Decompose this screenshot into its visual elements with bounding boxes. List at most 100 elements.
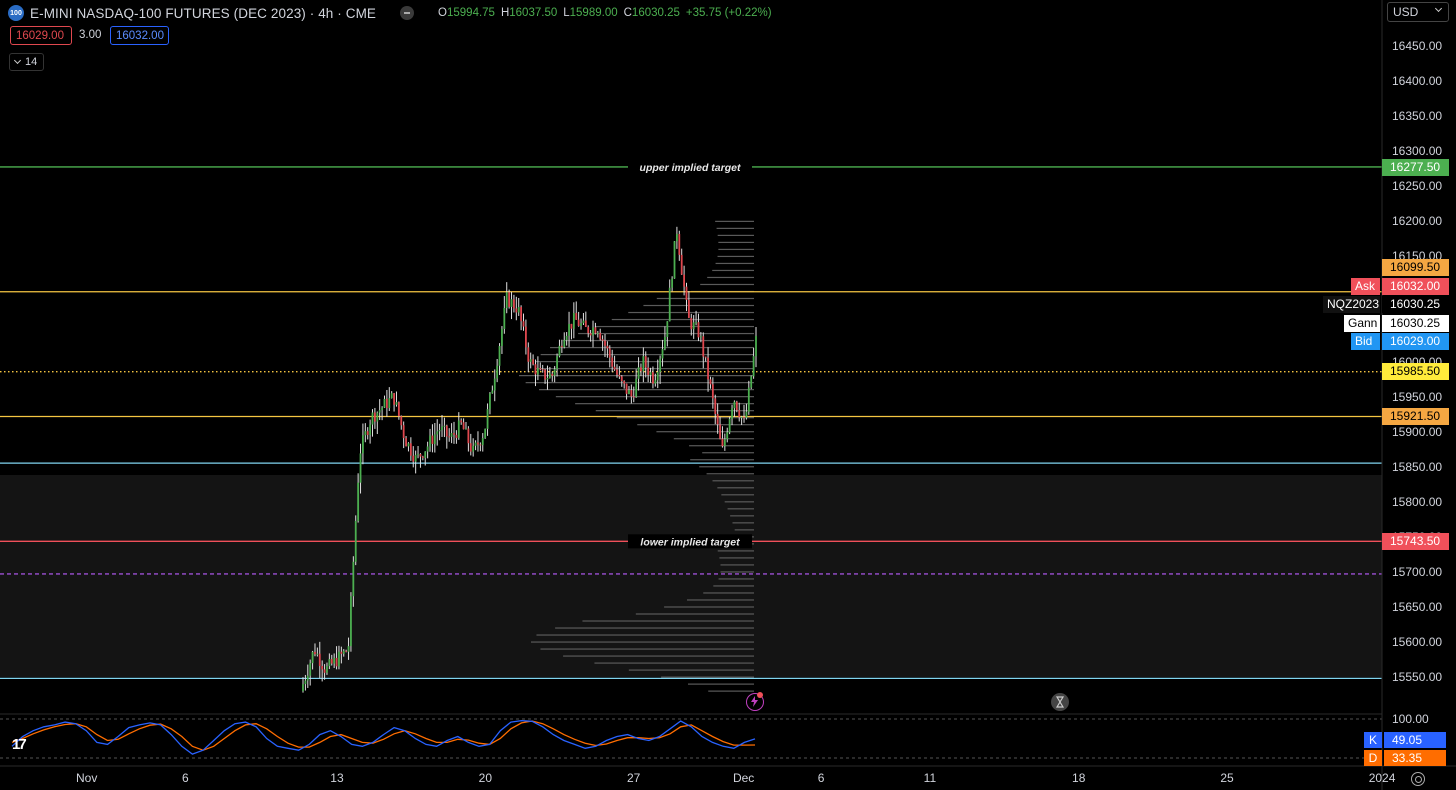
tradingview-logo[interactable]: 17	[12, 736, 27, 753]
candle-body	[338, 651, 340, 667]
level-labels: upper implied target lower implied target	[628, 159, 752, 549]
candle-body	[652, 372, 654, 384]
candle-body	[683, 274, 685, 287]
price-tag: 15985.50	[1382, 363, 1449, 380]
candle-body	[685, 286, 688, 300]
volume-profile-bar	[720, 571, 754, 573]
candle-body	[460, 420, 463, 423]
volume-profile-bar	[699, 466, 754, 468]
candle-body	[613, 366, 616, 370]
currency-value: USD	[1393, 5, 1419, 19]
hourglass-icon[interactable]	[1051, 693, 1069, 711]
candle-body	[690, 317, 693, 330]
indicators-count: 14	[25, 56, 38, 68]
volume-profile-bar	[643, 304, 754, 307]
time-tick-label: 6	[181, 771, 189, 785]
volume-profile-bar	[718, 241, 754, 244]
candle-body	[596, 332, 599, 334]
candle-body	[520, 306, 523, 322]
candle-body	[510, 299, 513, 307]
candle-body	[568, 323, 570, 336]
indicators-toggle-button[interactable]: 14	[9, 53, 44, 71]
candle-body	[735, 401, 738, 411]
price-tag: 15743.50	[1382, 533, 1449, 550]
price-tag: 16030.25	[1382, 315, 1449, 332]
candle-body	[666, 321, 669, 337]
volume-profile-bar	[715, 220, 754, 222]
candle-body	[311, 651, 314, 664]
alert-dot-icon	[757, 692, 763, 698]
candle-body	[467, 428, 470, 444]
candle-body	[620, 376, 623, 382]
candle-body	[412, 455, 415, 462]
candle-body	[668, 287, 671, 322]
buy-button[interactable]: 16032.00	[110, 26, 169, 45]
time-tick-label: 2024	[1368, 771, 1396, 785]
candle-body	[594, 327, 597, 334]
volume-profile-bar	[635, 613, 754, 615]
candle-body	[438, 430, 441, 432]
candle-body	[316, 653, 319, 655]
gear-icon[interactable]	[1411, 772, 1425, 786]
time-tick-label: 27	[626, 771, 641, 785]
volume-profile-bar	[732, 522, 754, 524]
candle-body	[436, 431, 439, 435]
candle-body	[546, 377, 549, 380]
level-label: upper implied target	[640, 162, 741, 174]
volume-profile-bar	[708, 690, 754, 692]
time-tick-label: 6	[817, 771, 825, 785]
candle-body	[309, 663, 312, 676]
time-tick-label: 11	[923, 771, 937, 785]
candle-body	[333, 657, 336, 664]
candle-body	[481, 438, 484, 446]
candle-body	[450, 433, 453, 437]
volume-profile-bar	[720, 564, 754, 566]
candle-body	[697, 322, 700, 338]
candle-body	[527, 347, 530, 362]
candle-body	[716, 413, 719, 425]
sell-button[interactable]: 16029.00	[10, 26, 72, 45]
candle-body	[678, 233, 681, 255]
candle-body	[335, 657, 338, 667]
candle-body	[352, 561, 355, 597]
volume-profile-bar	[616, 417, 754, 419]
candle-body	[625, 383, 628, 394]
volume-profile-bar	[717, 550, 754, 552]
price-tag: 16099.50	[1382, 259, 1449, 276]
price-tag-label: Gann	[1344, 315, 1380, 332]
volume-profile-bar	[718, 248, 754, 251]
price-tag: 16032.00	[1382, 278, 1449, 295]
ohlc-high-value: 16037.50	[509, 7, 558, 19]
candle-body	[525, 326, 527, 348]
time-tick-label: Dec	[732, 771, 755, 785]
candle-body	[589, 333, 592, 336]
candle-body	[493, 378, 496, 391]
volume-profile-bar	[582, 620, 754, 622]
candle-body	[536, 367, 539, 375]
hide-indicator-icon[interactable]	[400, 6, 415, 20]
candle-body	[709, 379, 712, 385]
candle-body	[522, 321, 525, 327]
candle-body	[723, 439, 726, 447]
volume-profile-bar	[595, 410, 754, 412]
alert-bolt-icon[interactable]	[746, 693, 764, 711]
currency-select[interactable]: USD	[1387, 2, 1449, 22]
candle-body	[558, 345, 561, 357]
candle-body	[345, 650, 348, 652]
candle-body	[647, 367, 650, 375]
stoch-d-line	[11, 720, 756, 751]
candle-body	[513, 299, 515, 309]
symbol-badge[interactable]: 100	[8, 5, 24, 21]
volume-profile-bar	[700, 283, 754, 286]
candle-body	[517, 306, 520, 313]
candle-body	[417, 454, 419, 456]
candle-body	[390, 393, 393, 399]
candle-body	[747, 387, 750, 412]
symbol-title[interactable]: E-MINI NASDAQ-100 FUTURES (DEC 2023) · 4…	[30, 5, 377, 21]
candle-body	[376, 412, 379, 422]
candle-body	[424, 451, 427, 458]
candle-body	[661, 349, 664, 359]
candle-body	[402, 425, 405, 439]
candle-body	[304, 680, 307, 685]
